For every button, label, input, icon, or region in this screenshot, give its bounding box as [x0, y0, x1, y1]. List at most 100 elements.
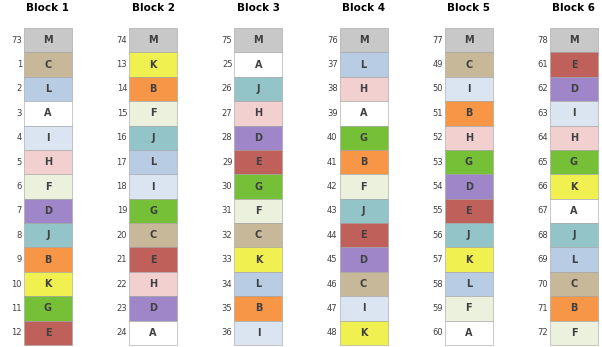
- Bar: [340, 223, 388, 247]
- Text: J: J: [256, 84, 260, 94]
- Text: 50: 50: [432, 84, 443, 93]
- Bar: [234, 174, 282, 199]
- Bar: [550, 321, 598, 345]
- Text: C: C: [570, 279, 578, 289]
- Text: 43: 43: [327, 206, 338, 215]
- Text: 62: 62: [538, 84, 548, 93]
- Text: G: G: [255, 181, 262, 192]
- Text: 78: 78: [537, 36, 548, 45]
- Text: L: L: [150, 157, 157, 167]
- Bar: [129, 223, 177, 247]
- Text: L: L: [361, 60, 367, 70]
- Text: H: H: [254, 108, 262, 118]
- Text: K: K: [465, 255, 473, 265]
- Text: 47: 47: [327, 304, 338, 313]
- Text: B: B: [360, 157, 367, 167]
- Bar: [550, 296, 598, 321]
- Text: 14: 14: [117, 84, 127, 93]
- Bar: [24, 174, 72, 199]
- Bar: [550, 247, 598, 272]
- Text: M: M: [464, 35, 474, 45]
- Text: 19: 19: [117, 206, 127, 215]
- Text: 10: 10: [11, 280, 22, 289]
- Text: C: C: [360, 279, 367, 289]
- Bar: [24, 126, 72, 150]
- Text: Block 3: Block 3: [237, 3, 280, 13]
- Text: 7: 7: [17, 206, 22, 215]
- Text: I: I: [152, 181, 155, 192]
- Text: H: H: [149, 279, 157, 289]
- Text: 33: 33: [222, 255, 232, 264]
- Text: 57: 57: [432, 255, 443, 264]
- Bar: [550, 28, 598, 52]
- Text: I: I: [46, 133, 50, 143]
- Text: 63: 63: [537, 109, 548, 118]
- Text: 59: 59: [432, 304, 443, 313]
- Text: 56: 56: [432, 231, 443, 240]
- Text: 9: 9: [17, 255, 22, 264]
- Bar: [445, 77, 493, 101]
- Text: H: H: [570, 133, 578, 143]
- Text: A: A: [45, 108, 52, 118]
- Text: 23: 23: [117, 304, 127, 313]
- Text: 51: 51: [432, 109, 443, 118]
- Bar: [129, 126, 177, 150]
- Text: M: M: [148, 35, 158, 45]
- Bar: [550, 199, 598, 223]
- Bar: [24, 199, 72, 223]
- Bar: [24, 52, 72, 77]
- Bar: [234, 77, 282, 101]
- Text: 27: 27: [222, 109, 232, 118]
- Text: 6: 6: [17, 182, 22, 191]
- Text: E: E: [360, 230, 367, 240]
- Text: F: F: [255, 206, 262, 216]
- Text: C: C: [255, 230, 262, 240]
- Text: 3: 3: [17, 109, 22, 118]
- Text: 32: 32: [222, 231, 232, 240]
- Text: D: D: [570, 84, 578, 94]
- Text: G: G: [149, 206, 157, 216]
- Text: 16: 16: [117, 133, 127, 142]
- Bar: [445, 296, 493, 321]
- Text: B: B: [149, 84, 157, 94]
- Text: 29: 29: [222, 158, 232, 167]
- Text: 8: 8: [17, 231, 22, 240]
- Text: B: B: [465, 108, 473, 118]
- Text: A: A: [465, 328, 473, 338]
- Text: 45: 45: [327, 255, 338, 264]
- Bar: [340, 150, 388, 174]
- Text: 44: 44: [327, 231, 338, 240]
- Bar: [340, 101, 388, 126]
- Text: J: J: [362, 206, 365, 216]
- Text: H: H: [44, 157, 52, 167]
- Text: 2: 2: [17, 84, 22, 93]
- Text: J: J: [467, 230, 471, 240]
- Text: F: F: [360, 181, 367, 192]
- Bar: [129, 52, 177, 77]
- Text: 69: 69: [538, 255, 548, 264]
- Text: L: L: [466, 279, 472, 289]
- Text: 60: 60: [432, 328, 443, 337]
- Text: 17: 17: [117, 158, 127, 167]
- Text: B: B: [570, 303, 578, 313]
- Bar: [24, 28, 72, 52]
- Text: F: F: [571, 328, 577, 338]
- Text: G: G: [359, 133, 368, 143]
- Text: 34: 34: [222, 280, 232, 289]
- Bar: [24, 101, 72, 126]
- Text: D: D: [359, 255, 368, 265]
- Text: I: I: [573, 108, 576, 118]
- Text: A: A: [570, 206, 578, 216]
- Bar: [340, 126, 388, 150]
- Bar: [550, 77, 598, 101]
- Text: 22: 22: [117, 280, 127, 289]
- Text: 77: 77: [432, 36, 443, 45]
- Bar: [550, 52, 598, 77]
- Text: I: I: [467, 84, 471, 94]
- Bar: [445, 174, 493, 199]
- Text: 76: 76: [327, 36, 338, 45]
- Text: 70: 70: [538, 280, 548, 289]
- Text: 21: 21: [117, 255, 127, 264]
- Text: K: K: [149, 60, 157, 70]
- Text: C: C: [45, 60, 52, 70]
